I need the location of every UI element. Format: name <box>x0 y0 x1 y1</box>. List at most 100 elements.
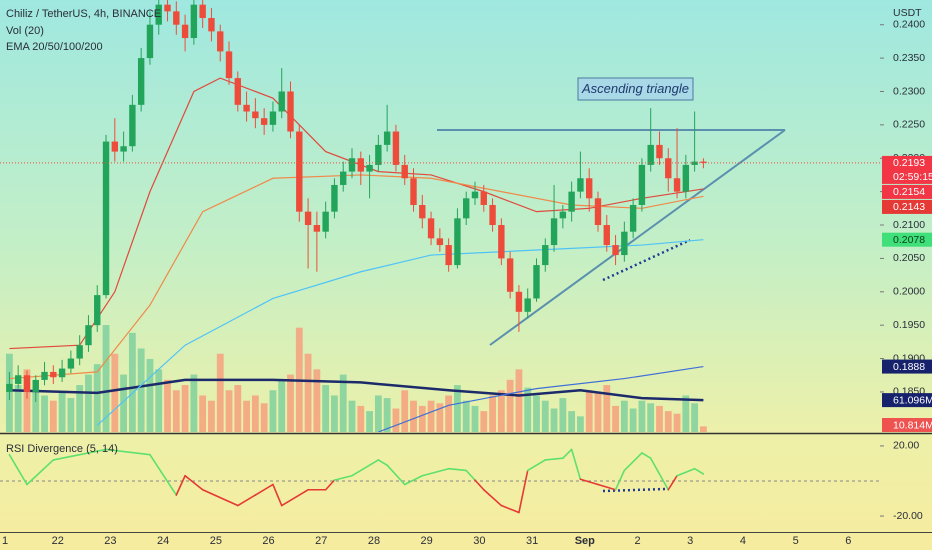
candle-body <box>348 158 356 172</box>
candle-body <box>568 191 575 212</box>
candle-body <box>515 291 523 312</box>
rsi-segment <box>614 469 626 491</box>
candle-body <box>225 51 233 79</box>
candle-body <box>700 161 707 163</box>
volume-bar <box>313 369 321 432</box>
rsi-segment <box>579 478 599 486</box>
rsi-segment <box>377 459 388 467</box>
candle-body <box>260 118 268 125</box>
candle-body <box>691 161 698 165</box>
divergence-line <box>602 238 691 282</box>
candle-body <box>50 371 57 378</box>
annotation-text: Ascending triangle <box>581 81 689 96</box>
candle-body <box>392 131 400 165</box>
volume-bar <box>339 374 347 432</box>
candle-body <box>6 383 13 392</box>
volume-label: 10.814M <box>882 418 932 432</box>
candle-body <box>498 225 505 259</box>
candle-body <box>331 184 338 212</box>
candle-body <box>463 198 470 219</box>
last-price-label: 0.2193 02:59:15 <box>882 155 932 184</box>
volume-bar <box>331 395 338 432</box>
x-tick-label: 30 <box>473 535 485 547</box>
volume-bar <box>638 400 646 432</box>
volume-bar <box>181 385 189 432</box>
candle-body <box>445 245 452 266</box>
volume-bar <box>102 325 110 432</box>
rsi-segment <box>272 483 283 507</box>
volume-ma-line <box>9 378 704 402</box>
candle-body <box>41 371 48 380</box>
candle-body <box>366 164 373 172</box>
candle-body <box>304 211 312 226</box>
candle-body <box>682 164 690 192</box>
candle-body <box>58 368 66 378</box>
volume-bar <box>462 400 470 432</box>
volume-bar <box>603 385 611 432</box>
volume-bar <box>348 400 356 432</box>
volume-bar <box>208 400 215 432</box>
rsi-segment <box>237 494 257 507</box>
volume-bar <box>647 403 655 432</box>
x-tick-label: Sep <box>575 535 595 547</box>
rsi-segment <box>544 457 564 461</box>
y-tick-label: 0.2250 <box>893 119 925 131</box>
rsi-segment <box>324 479 336 491</box>
rsi-y-tick-label: 20.00 <box>893 440 919 452</box>
y-tick-label: 0.2050 <box>893 252 925 264</box>
candle-body <box>234 78 242 105</box>
rsi-segment <box>149 453 178 496</box>
volume-bar <box>322 385 330 432</box>
candle-body <box>85 325 92 346</box>
candle-body <box>454 218 461 266</box>
volume-bar <box>304 353 312 432</box>
candle-body <box>603 225 610 246</box>
volume-bar <box>401 390 409 432</box>
volume-bar <box>137 348 145 432</box>
volume-bar <box>260 403 268 432</box>
candle-body <box>524 298 531 312</box>
candle-body <box>383 131 391 145</box>
volume-bar <box>243 400 250 432</box>
ema-line <box>378 365 704 432</box>
volume-bar <box>278 379 286 432</box>
volume-label-text: 10.814M <box>893 419 932 431</box>
rsi-segment <box>254 483 274 496</box>
candle-body <box>199 4 206 19</box>
candle-body <box>550 218 558 246</box>
x-tick-label: 26 <box>262 535 274 547</box>
rsi-segment <box>175 474 186 496</box>
y-tick-label: 0.2300 <box>893 85 925 97</box>
ema-value-label-text: 0.2143 <box>893 201 925 213</box>
rsi-y-tick-label: -20.00 <box>893 510 923 522</box>
volume-bar <box>41 395 48 432</box>
volume-bar <box>14 385 22 432</box>
candle-body <box>673 178 681 192</box>
x-tick-label: 28 <box>368 535 380 547</box>
rsi-segment <box>570 448 582 481</box>
volume-bar <box>673 413 681 432</box>
volume-bar <box>251 395 259 432</box>
candle-body <box>287 91 294 132</box>
x-tick-label: 5 <box>793 535 799 547</box>
x-tick-label: 29 <box>421 535 433 547</box>
candle-body <box>436 238 444 246</box>
volume-bar <box>172 390 180 432</box>
volume-bar <box>612 405 619 432</box>
volume-bar <box>120 374 127 432</box>
y-tick-label: 0.2350 <box>893 52 925 64</box>
candle-body <box>533 265 540 299</box>
candle-body <box>419 204 426 219</box>
volume-bar <box>234 385 242 432</box>
volume-bar <box>656 405 663 432</box>
candle-body <box>164 4 171 12</box>
rsi-segment <box>386 464 406 486</box>
rsi-segment <box>333 474 353 481</box>
ema-value-label: 0.1888 <box>882 359 932 374</box>
ema-value-label-bg <box>882 359 932 374</box>
rsi-segment <box>667 474 678 491</box>
candle-body <box>217 31 224 52</box>
volume-bar <box>436 403 444 432</box>
candle-body <box>665 158 672 179</box>
